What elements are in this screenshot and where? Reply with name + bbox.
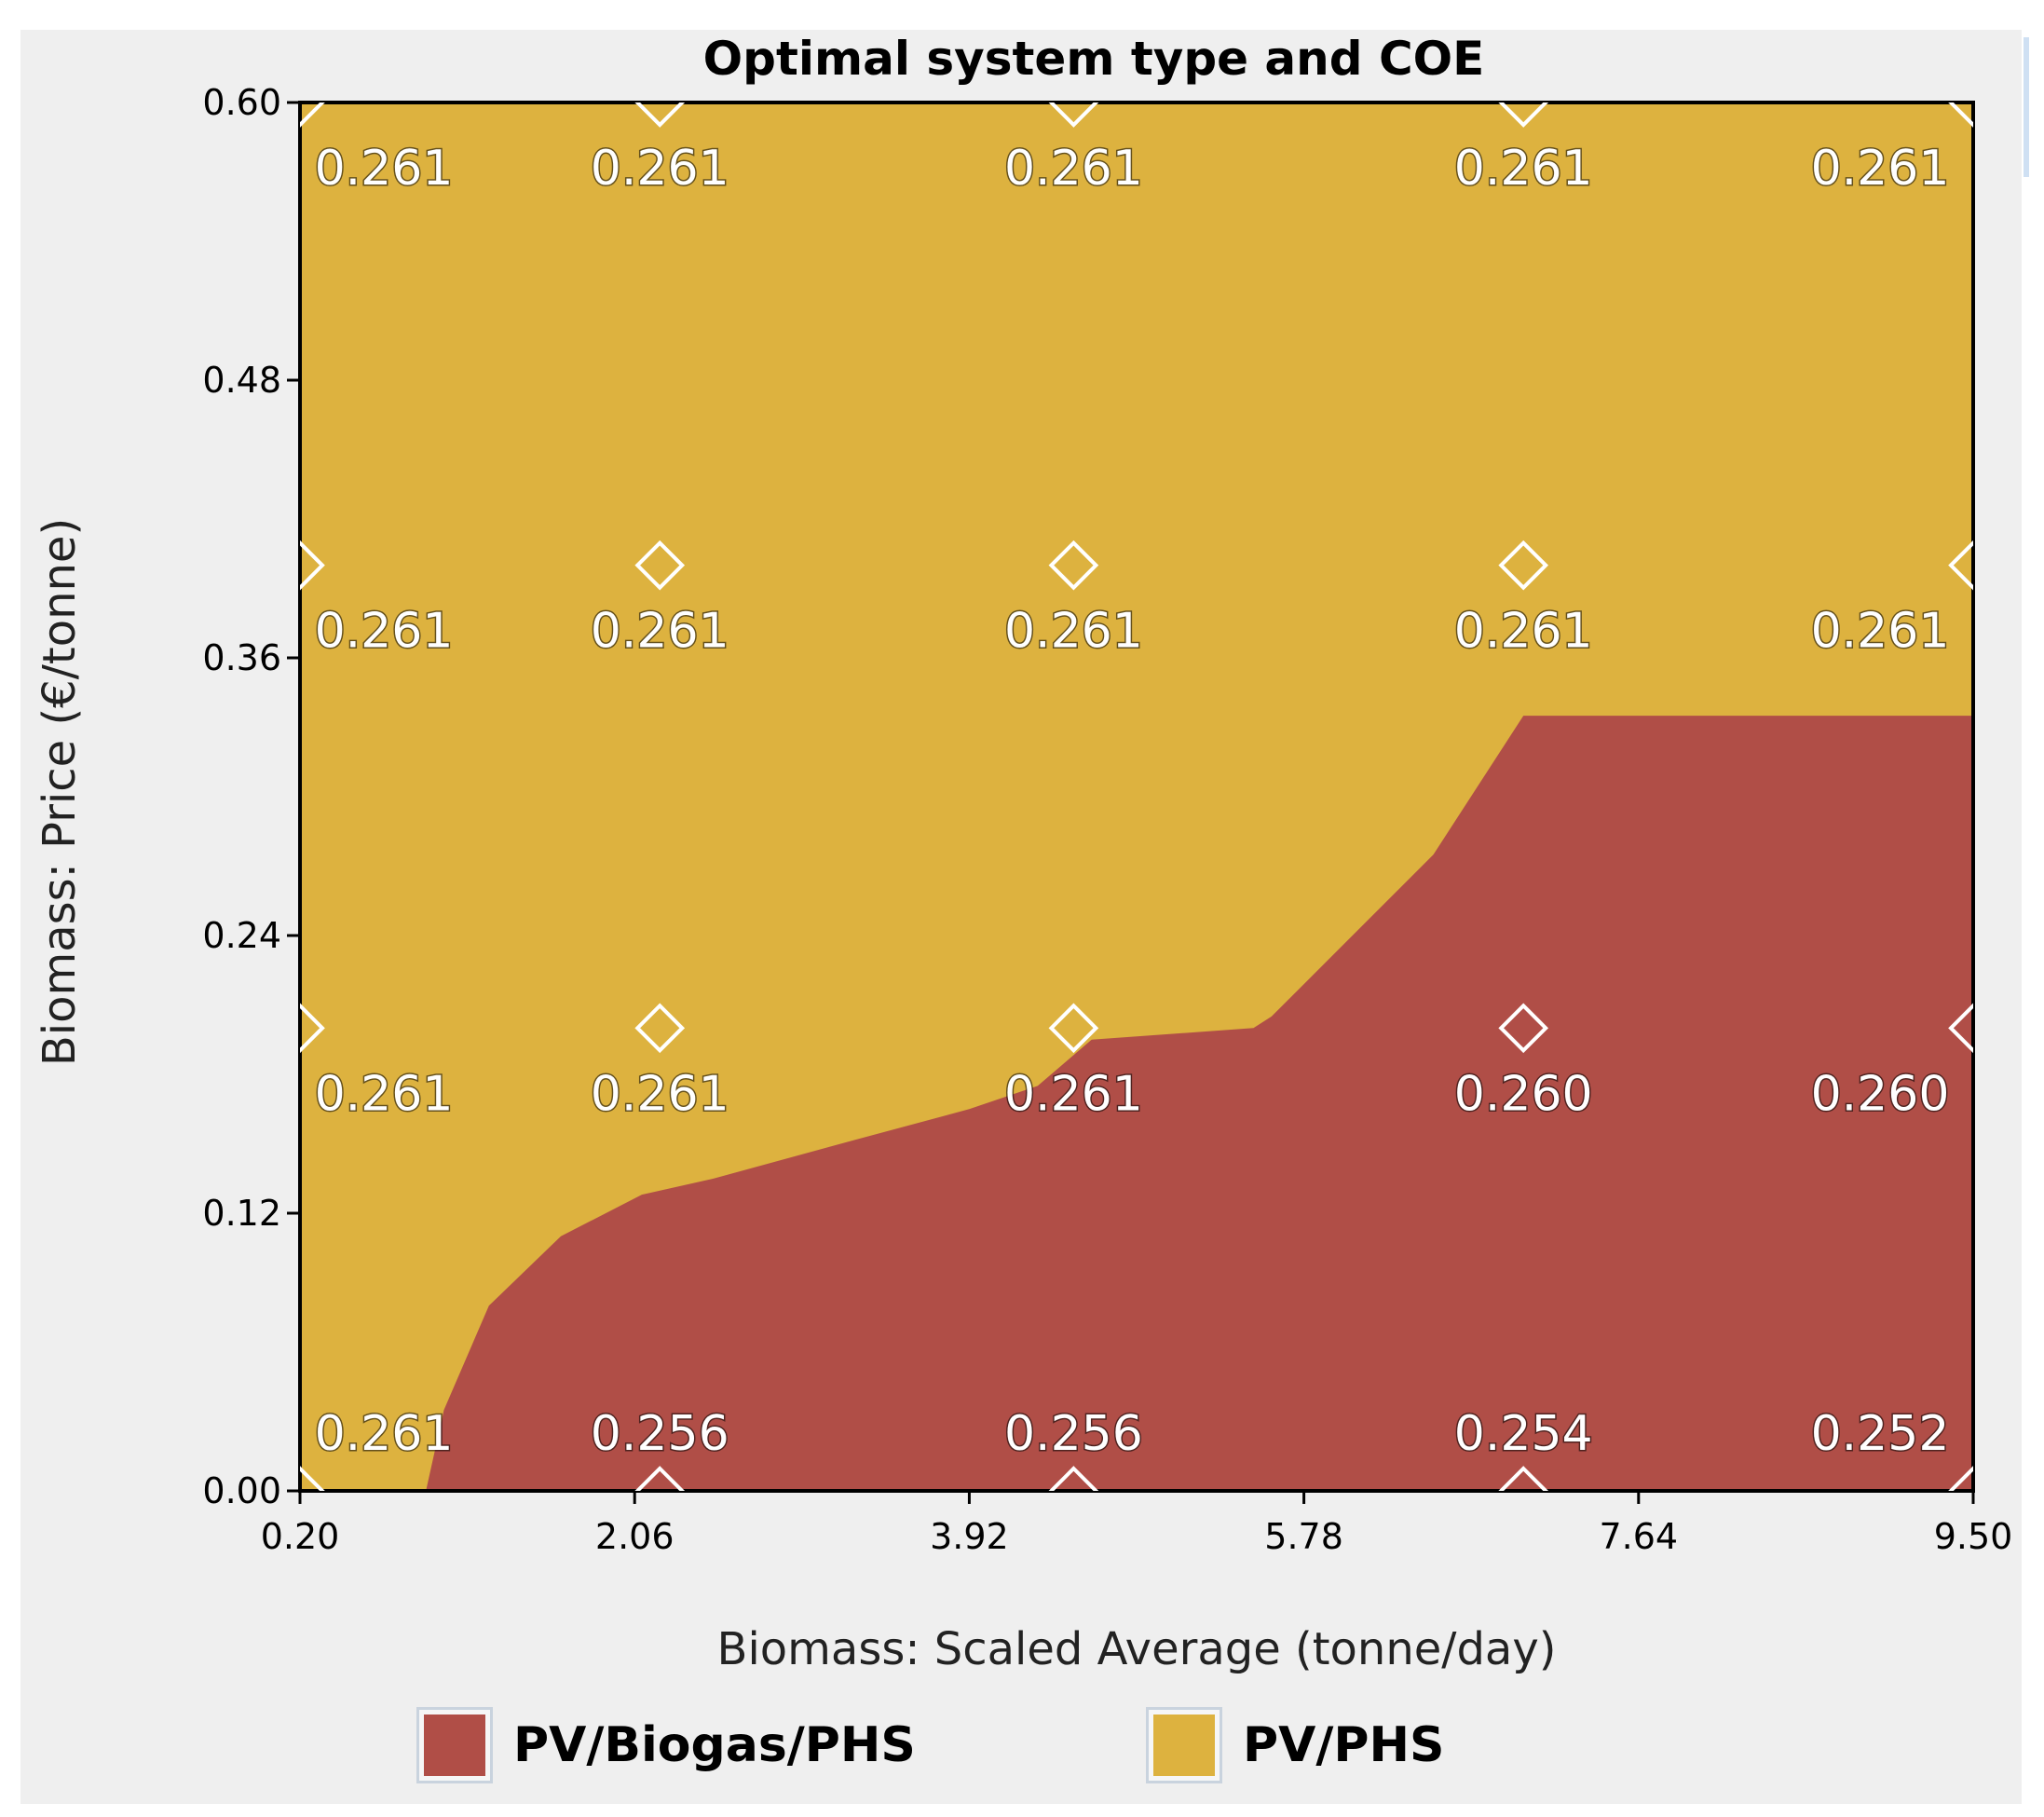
coe-value-label: 0.261 — [315, 604, 454, 660]
coe-value-label: 0.261 — [1004, 1066, 1143, 1122]
sample-point-marker — [1498, 1466, 1549, 1491]
sample-point-marker — [634, 102, 686, 128]
y-tick-label: 0.12 — [202, 1193, 281, 1234]
y-tick-label: 0.00 — [202, 1470, 281, 1511]
sample-point-marker — [1498, 540, 1549, 591]
coe-value-label: 0.261 — [315, 1066, 454, 1122]
x-tick-label: 7.64 — [1599, 1516, 1678, 1557]
coe-value-label: 0.261 — [315, 141, 454, 197]
chart-title: Optimal system type and COE — [703, 32, 1485, 86]
coe-value-label: 0.261 — [315, 1406, 454, 1462]
coe-value-label: 0.261 — [1004, 141, 1143, 197]
coe-value-label: 0.256 — [591, 1406, 729, 1462]
y-tick-label: 0.48 — [202, 360, 281, 401]
legend-swatch-pv-biogas-phs — [416, 1707, 493, 1783]
right-edge — [2022, 30, 2044, 1804]
sample-point-marker — [1948, 1466, 1973, 1491]
x-tick-label: 3.92 — [930, 1516, 1009, 1557]
legend-label: PV/PHS — [1243, 1717, 1445, 1773]
sample-point-marker — [634, 1466, 686, 1491]
x-tick-label: 5.78 — [1264, 1516, 1343, 1557]
sample-markers — [300, 102, 1973, 1491]
legend-label: PV/Biogas/PHS — [513, 1717, 916, 1773]
scrollbar-thumb[interactable] — [2024, 37, 2029, 177]
x-axis-label: Biomass: Scaled Average (tonne/day) — [717, 1623, 1557, 1675]
legend-item-pv-biogas-phs: PV/Biogas/PHS — [416, 1703, 916, 1787]
coe-value-label: 0.261 — [591, 604, 729, 660]
sample-point-marker — [1048, 1003, 1099, 1054]
y-tick-label: 0.24 — [202, 915, 281, 956]
sample-point-marker — [1948, 540, 1973, 591]
coe-value-label: 0.261 — [591, 141, 729, 197]
sample-point-marker — [300, 1466, 325, 1491]
coe-value-label: 0.261 — [1811, 141, 1950, 197]
sample-point-marker — [300, 1003, 325, 1054]
coe-value-label: 0.252 — [1811, 1406, 1950, 1462]
sample-point-marker — [1048, 102, 1099, 128]
coe-value-label: 0.261 — [1004, 604, 1143, 660]
y-tick-label: 0.36 — [202, 637, 281, 678]
x-tick-label: 0.20 — [261, 1516, 340, 1557]
sample-point-marker — [300, 540, 325, 591]
sample-point-marker — [1498, 102, 1549, 128]
sample-point-marker — [634, 540, 686, 591]
plot-border — [298, 101, 1975, 1493]
coe-value-label: 0.261 — [1454, 141, 1593, 197]
sample-point-marker — [1498, 1003, 1549, 1054]
region-pv-biogas-phs — [426, 716, 1974, 1491]
coe-value-label: 0.260 — [1454, 1066, 1593, 1122]
sample-point-marker — [1048, 540, 1099, 591]
coe-value-label: 0.261 — [1811, 604, 1950, 660]
coe-value-label: 0.261 — [591, 1066, 729, 1122]
legend-swatch-pv-phs — [1146, 1707, 1222, 1783]
legend-item-pv-phs: PV/PHS — [1146, 1703, 1444, 1787]
y-tick-label: 0.60 — [202, 82, 281, 123]
coe-value-label: 0.261 — [1454, 604, 1593, 660]
y-axis-label: Biomass: Price (€/tonne) — [34, 518, 86, 1066]
coe-value-label: 0.254 — [1454, 1406, 1593, 1462]
sample-point-marker — [1048, 1466, 1099, 1491]
sample-point-marker — [1948, 1003, 1973, 1054]
sample-point-marker — [634, 1003, 686, 1054]
coe-value-label: 0.256 — [1004, 1406, 1143, 1462]
x-tick-label: 9.50 — [1934, 1516, 2013, 1557]
x-tick-label: 2.06 — [595, 1516, 675, 1557]
coe-value-label: 0.260 — [1811, 1066, 1950, 1122]
